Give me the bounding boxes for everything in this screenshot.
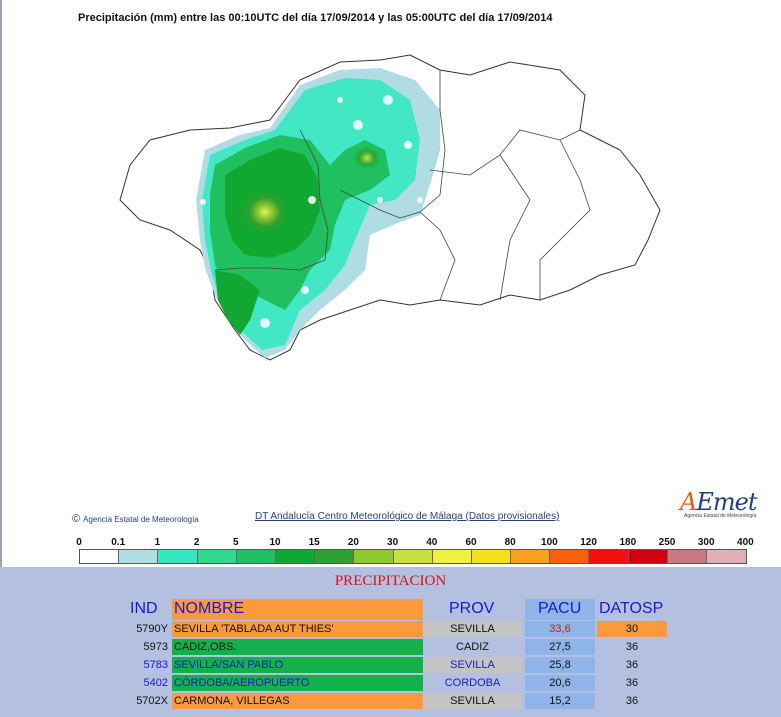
legend-swatch <box>315 550 355 563</box>
header-bg-pacu <box>525 599 595 620</box>
legend-swatch <box>471 550 512 563</box>
cell-pacu: 25,8 <box>525 657 595 673</box>
cell-prov: CORDOBA <box>444 677 501 689</box>
legend-tick: 10 <box>269 537 281 548</box>
cell-datosp: 36 <box>625 641 639 653</box>
legend-tick: 100 <box>541 537 558 548</box>
legend-swatch <box>158 550 198 563</box>
legend-color-bar <box>79 549 748 564</box>
legend-swatch <box>80 550 120 563</box>
legend-swatch <box>197 550 237 563</box>
cell-ind: 5783 <box>143 659 168 671</box>
legend-swatch <box>511 550 551 563</box>
table-row: 5790Y SEVILLA 'TABLADA AUT THIES' SEVILLA 3… <box>0 621 781 639</box>
legend-tick: 120 <box>580 537 597 548</box>
legend-tick: 60 <box>465 537 477 548</box>
cell-nombre: CADIZ,OBS. <box>172 639 423 655</box>
legend-swatch <box>667 550 707 563</box>
table-row: 5973 CADIZ,OBS. CADIZ 27,5 36 <box>0 639 781 657</box>
precip-core-sevilla <box>237 186 293 238</box>
legend-swatch <box>275 550 316 563</box>
legend-tick: 300 <box>697 537 715 548</box>
aemet-logo-icon: AEmet Agencia Estatal de Meteorología <box>680 488 770 528</box>
cell-datosp: 36 <box>625 677 639 689</box>
andalucia-precipitation-map <box>119 54 661 361</box>
cell-nombre: CÓRDOBA/AEROPUERTO <box>172 675 423 691</box>
precip-core-cordoba <box>353 146 381 170</box>
legend-swatch <box>550 550 590 563</box>
legend-tick: 80 <box>504 537 516 548</box>
cell-nombre: SEVILLA/SAN PABLO <box>172 657 423 673</box>
cell-pacu: 33,6 <box>525 621 595 637</box>
legend-swatch <box>707 550 747 563</box>
cell-datosp: 36 <box>625 695 639 707</box>
copyright-text: © Agencia Estatal de Meteorología <box>72 513 199 525</box>
cell-nombre: CARMONA, VILLEGAS <box>172 693 423 709</box>
legend-tick: 2 <box>193 537 200 548</box>
legend-swatch <box>236 550 276 563</box>
copyright-label: Agencia Estatal de Meteorología <box>83 515 199 524</box>
legend-tick: 1 <box>154 537 161 548</box>
cell-datosp: 36 <box>625 659 639 671</box>
province-borders <box>214 70 591 301</box>
map-title: Precipitación (mm) entre las 00:10UTC de… <box>78 12 553 24</box>
header-nombre: NOMBRE <box>174 600 245 617</box>
cell-prov: SEVILLA <box>423 621 522 637</box>
header-pacu: PACU <box>538 600 582 617</box>
cell-nombre: SEVILLA 'TABLADA AUT THIES' <box>172 621 423 637</box>
legend-tick: 40 <box>426 537 438 548</box>
logo-subtext: Agencia Estatal de Meteorología <box>684 513 757 519</box>
legend-tick: 180 <box>619 537 637 548</box>
cell-pacu: 27,5 <box>525 639 595 655</box>
legend-tick: 400 <box>737 537 754 548</box>
cell-datosp: 30 <box>597 621 667 637</box>
precipitation-table-panel: PRECIPITACION IND NOMBRE PROV PACU DATOS… <box>0 567 781 717</box>
legend-swatch <box>432 550 472 563</box>
legend-tick: 30 <box>387 537 399 548</box>
header-prov: PROV <box>449 600 495 617</box>
legend-tick: 5 <box>233 537 239 548</box>
header-bg-nombre <box>172 599 423 620</box>
table-row: 5783 SEVILLA/SAN PABLO SEVILLA 25,8 36 <box>0 657 781 675</box>
credit-link[interactable]: DT Andalucía Centro Meteorológico de Mál… <box>255 511 560 522</box>
legend-tick: 0 <box>76 537 82 548</box>
legend-tick: 0.1 <box>111 537 126 548</box>
cell-pacu: 15,2 <box>525 693 595 709</box>
table-row: 5702X CARMONA, VILLEGAS SEVILLA 15,2 36 <box>0 693 781 711</box>
legend-tick: 250 <box>658 537 676 548</box>
legend-swatch <box>119 550 159 563</box>
legend-tick: 20 <box>347 537 359 548</box>
cell-ind: 5402 <box>143 677 168 689</box>
legend-swatch <box>589 550 629 563</box>
legend-swatch <box>393 550 433 563</box>
legend-swatch <box>628 550 668 563</box>
cell-ind: 5702X <box>136 695 168 707</box>
cell-prov: SEVILLA <box>423 657 522 673</box>
copyright-icon: © <box>72 513 81 525</box>
precip-zone-cadiz <box>215 270 260 335</box>
cell-prov: SEVILLA <box>423 693 522 709</box>
header-datosp: DATOSP <box>599 600 664 617</box>
legend-swatch <box>354 550 394 563</box>
cell-ind: 5973 <box>143 641 168 653</box>
cell-pacu: 20,6 <box>525 675 595 691</box>
logo-wordmark: AEmet <box>680 488 757 516</box>
legend-tick-labels: 0 0.1 1 2 5 10 15 20 30 40 60 80 100 120 180 250 300 400 <box>0 537 781 549</box>
legend-tick: 15 <box>308 537 320 548</box>
header-ind: IND <box>130 600 158 617</box>
table-row: 5402 CÓRDOBA/AEROPUERTO CORDOBA 20,6 36 <box>0 675 781 693</box>
left-border <box>0 0 2 567</box>
table-title: PRECIPITACION <box>334 573 447 589</box>
cell-ind: 5790Y <box>136 623 168 635</box>
station-spots <box>200 95 643 328</box>
cell-prov: CADIZ <box>456 641 489 653</box>
